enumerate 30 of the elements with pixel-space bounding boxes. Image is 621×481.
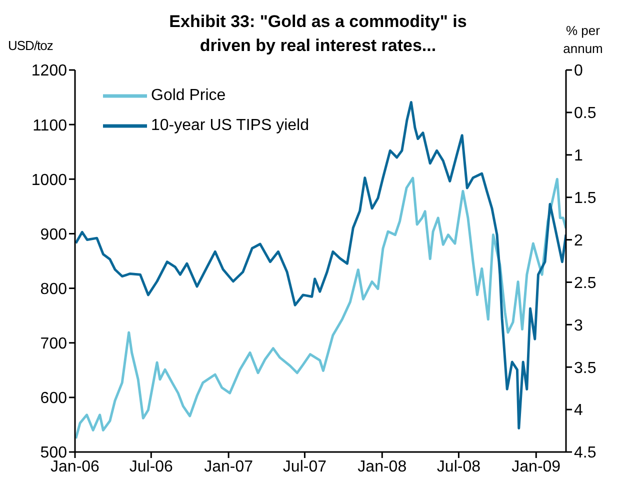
legend-label: Gold Price xyxy=(151,87,226,105)
x-tick-label: Jan-09 xyxy=(512,458,561,476)
y2-tick-label: 2.5 xyxy=(574,274,596,292)
x-tick-label: Jul-07 xyxy=(282,458,327,476)
y2-tick-label: 0.5 xyxy=(574,105,596,122)
x-tick-label: Jan-08 xyxy=(358,458,407,476)
y2-tick-label: 3.5 xyxy=(574,360,596,377)
x-tick-label: Jul-08 xyxy=(436,458,481,476)
line-series xyxy=(75,176,566,440)
y2-tick-label: 3 xyxy=(574,317,583,334)
chart-title: Exhibit 33: "Gold as a commodity" is driven by real interest rates... xyxy=(168,11,468,57)
y-tick-label: 600 xyxy=(40,390,68,408)
x-tick-label: Jan-07 xyxy=(204,458,254,476)
y-tick-label: 700 xyxy=(40,336,68,353)
legend-label: 10-year US TIPS yield xyxy=(151,117,309,135)
y-axis-title: USD/toz xyxy=(8,38,53,53)
line-series xyxy=(75,101,566,430)
y-tick-label: 1100 xyxy=(32,117,68,134)
y-tick-label: 1200 xyxy=(31,62,68,80)
y2-tick-label: 4 xyxy=(574,402,583,420)
y2-tick-label: 1 xyxy=(574,148,583,165)
y-tick-label: 900 xyxy=(40,226,68,244)
y-tick-label: 1000 xyxy=(31,172,68,189)
y-tick-label: 800 xyxy=(40,280,68,298)
y2-tick-label: 1.5 xyxy=(574,190,596,208)
y2-tick-label: 4.5 xyxy=(574,444,596,462)
y2-axis-title: % per annum xyxy=(562,22,604,58)
y2-tick-label: 2 xyxy=(574,232,583,250)
x-tick-label: Jul-06 xyxy=(129,458,174,476)
y2-tick-label: 0 xyxy=(574,62,583,80)
